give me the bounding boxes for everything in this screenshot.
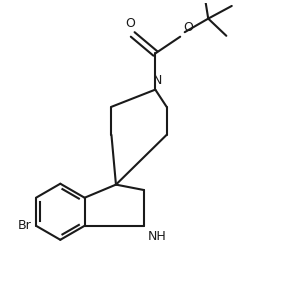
Text: Br: Br <box>18 219 31 232</box>
Text: O: O <box>183 21 193 34</box>
Text: O: O <box>125 17 135 30</box>
Text: N: N <box>152 74 162 87</box>
Text: NH: NH <box>148 230 166 243</box>
